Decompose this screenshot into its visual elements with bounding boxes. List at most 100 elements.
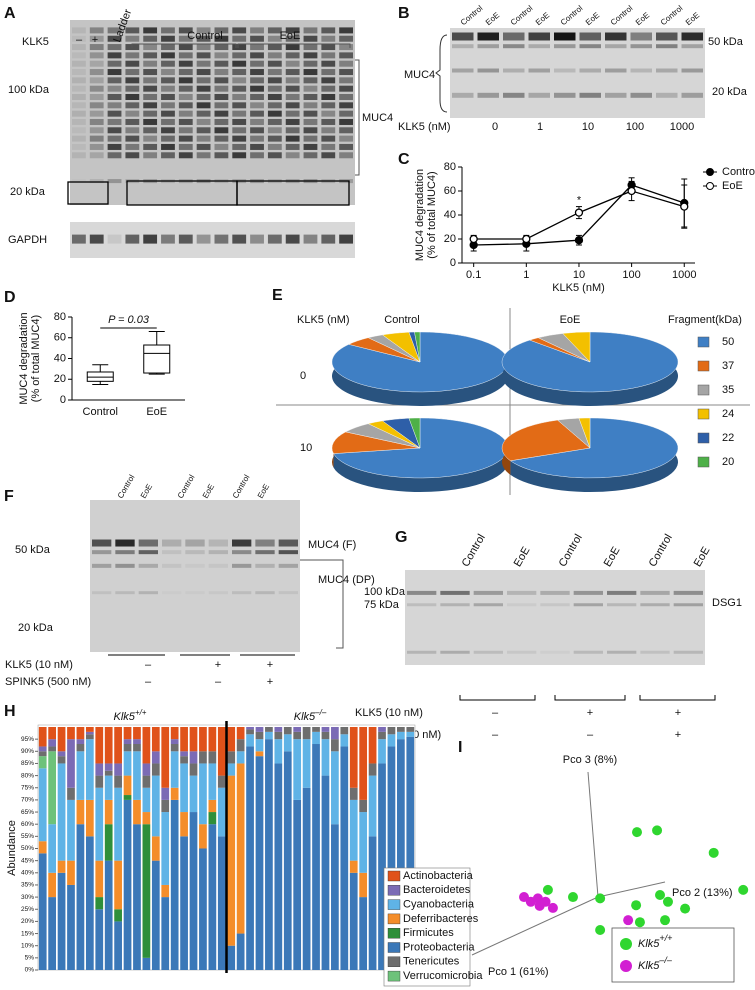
blot-band — [285, 52, 300, 59]
bar-segment — [283, 734, 292, 752]
blot-band — [339, 234, 353, 244]
blot-band — [196, 77, 211, 84]
blot-band — [92, 550, 112, 555]
blot-band — [232, 143, 247, 150]
dose: 0 — [492, 121, 498, 133]
bar-segment — [161, 884, 170, 898]
blot-band — [115, 591, 135, 595]
blot-band — [115, 539, 135, 547]
blot-band — [250, 60, 264, 67]
legend-name: Klk5 — [638, 938, 660, 950]
bar-segment — [321, 739, 330, 776]
blot-band — [89, 110, 104, 117]
marker-label: 50 kDa — [708, 36, 744, 48]
blot-band — [607, 650, 637, 654]
protein-label: MUC4 (DP) — [318, 574, 375, 586]
blot-band — [250, 94, 264, 100]
blot-band — [161, 234, 175, 244]
blot-band — [250, 127, 264, 134]
point — [655, 890, 666, 900]
marker-label: 20 kDa — [10, 186, 46, 198]
bar-segment — [114, 787, 122, 861]
blot-band — [107, 85, 122, 92]
bar-segment — [85, 836, 94, 970]
blot-band — [107, 127, 122, 134]
legend-swatch — [697, 360, 710, 372]
bar-segment — [396, 727, 405, 732]
blot-band — [285, 27, 300, 34]
bar-segment — [161, 897, 170, 970]
bar-segment — [170, 727, 179, 740]
blot-band — [196, 152, 211, 159]
bar-segment — [227, 763, 236, 776]
x-axis-label: KLK5 (nM) — [552, 282, 605, 294]
bar-segment — [321, 775, 330, 970]
blot-band — [232, 127, 247, 134]
blot-band — [232, 135, 247, 142]
bar-segment — [85, 799, 94, 837]
blot-band — [321, 127, 336, 134]
row-title: KLK5 (nM) — [297, 314, 350, 326]
blot-band — [303, 69, 318, 76]
y-tick-label: 10% — [21, 942, 34, 949]
blot-band — [89, 85, 104, 92]
legend-label: Control — [722, 166, 755, 178]
bar-segment — [104, 775, 113, 800]
blot-band — [473, 603, 503, 607]
bar-segment — [38, 841, 47, 854]
blot-band — [303, 60, 318, 67]
bar-segment — [151, 775, 160, 837]
bar-segment — [104, 799, 113, 825]
bar-segment — [331, 727, 339, 740]
bar-segment — [67, 787, 75, 800]
bar-segment — [331, 739, 339, 752]
blot-band — [178, 118, 193, 125]
y-tick-label: 20% — [21, 918, 34, 925]
blot-band — [162, 563, 182, 568]
blot-band — [477, 92, 499, 98]
bar-segment — [293, 739, 302, 800]
blot-band — [138, 550, 158, 555]
blot-band — [143, 152, 158, 159]
blot-band — [255, 550, 275, 555]
blot-band — [440, 650, 470, 654]
y-tick-label: 50% — [21, 845, 34, 852]
blot-band — [250, 143, 264, 150]
bar-segment — [104, 824, 113, 861]
point — [634, 917, 645, 928]
blot-band — [72, 102, 86, 109]
blot-band — [115, 563, 135, 568]
bar-segment — [123, 727, 132, 740]
bar-segment — [359, 799, 368, 813]
bar-segment — [406, 736, 415, 970]
blot-band — [161, 94, 175, 100]
bar-segment — [349, 872, 358, 970]
blot-band — [89, 77, 104, 84]
y-tick-label: 25% — [21, 906, 34, 913]
bar-segment — [48, 727, 57, 740]
y-tick-label: 15% — [21, 930, 34, 937]
bar-segment — [302, 739, 311, 788]
blot-band — [107, 94, 122, 100]
blot-band — [540, 590, 570, 595]
blot-band — [278, 591, 298, 595]
legend-swatch — [387, 956, 401, 967]
bracket — [355, 59, 360, 176]
legend-label: Actinobacteria — [403, 870, 474, 882]
pie-slice — [578, 417, 591, 449]
point — [532, 893, 543, 904]
y-tick-label: 60 — [444, 185, 456, 197]
point — [540, 896, 551, 907]
bar-segment — [274, 763, 283, 970]
blot-band — [196, 127, 211, 134]
marker — [522, 234, 531, 244]
x-tick-label: Control — [83, 406, 118, 418]
blot-band — [196, 135, 211, 142]
blot-band — [267, 102, 282, 109]
blot-band — [250, 118, 264, 125]
blot-band — [540, 603, 570, 607]
bar-segment — [189, 751, 198, 764]
blot-band — [89, 60, 104, 67]
bar-segment — [312, 731, 320, 745]
blot-band — [125, 143, 140, 150]
